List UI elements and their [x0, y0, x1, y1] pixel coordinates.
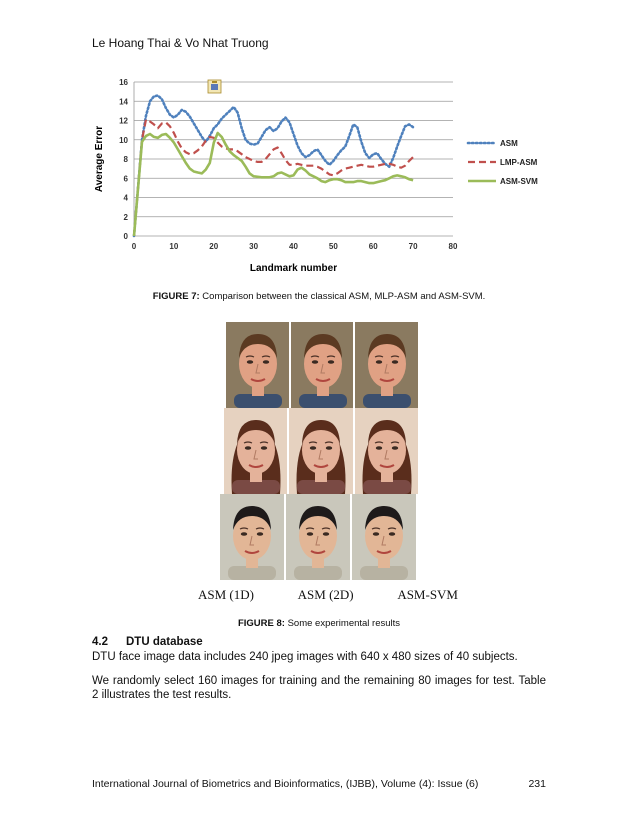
legend-label: ASM-SVM — [500, 177, 538, 186]
legend-label: ASM — [500, 139, 518, 148]
chart-legend: ASM LMP-ASM ASM-SVM — [466, 139, 538, 186]
running-header: Le Hoang Thai & Vo Nhat Truong — [92, 36, 269, 50]
face-photo — [226, 322, 289, 408]
face-photo — [286, 494, 350, 580]
y-tick-label: 2 — [124, 213, 129, 222]
figure-8-caption-text: Some experimental results — [284, 618, 401, 629]
y-tick-label: 10 — [119, 136, 128, 145]
x-axis-label: Landmark number — [250, 263, 337, 274]
y-tick-label: 4 — [124, 194, 129, 203]
figure-8-column-labels: ASM (1D) ASM (2D) ASM-SVM — [198, 587, 458, 603]
y-tick-label: 8 — [124, 155, 129, 164]
y-tick-label: 6 — [124, 174, 129, 183]
paragraph-dtu-description: DTU face image data includes 240 jpeg im… — [92, 651, 518, 663]
x-tick-label: 20 — [209, 242, 218, 251]
y-tick-label: 12 — [119, 117, 128, 126]
y-tick-label: 0 — [124, 232, 129, 241]
face-photo — [290, 322, 354, 408]
page-number: 231 — [528, 778, 546, 790]
face-row-1 — [226, 322, 420, 408]
face-row-3 — [220, 494, 420, 580]
x-axis-ticks: 0 10 20 30 40 50 60 70 80 — [132, 242, 458, 251]
x-tick-label: 70 — [409, 242, 418, 251]
journal-citation: International Journal of Biometrics and … — [92, 778, 479, 790]
face-photo — [220, 494, 284, 580]
page-footer: International Journal of Biometrics and … — [92, 778, 546, 790]
chart-gridlines — [133, 81, 453, 237]
face-row-2 — [224, 408, 420, 494]
section-heading: 4.2 DTU database — [92, 636, 203, 648]
y-axis-label: Average Error — [94, 126, 105, 192]
face-photo — [354, 408, 418, 494]
section-number: 4.2 — [92, 636, 108, 648]
series-line-asm-svm — [132, 131, 414, 237]
series-line-asm — [132, 94, 415, 238]
x-tick-label: 10 — [169, 242, 178, 251]
legend-label: LMP-ASM — [500, 158, 538, 167]
face-photo — [355, 322, 419, 408]
x-tick-label: 50 — [329, 242, 338, 251]
x-tick-label: 30 — [249, 242, 258, 251]
x-tick-label: 0 — [132, 242, 137, 251]
figure-7-caption-text: Comparison between the classical ASM, ML… — [199, 291, 486, 302]
x-tick-label: 60 — [369, 242, 378, 251]
series-line-lmp-asm — [132, 118, 414, 237]
face-photo — [224, 408, 288, 494]
figure-8-caption: FIGURE 8: Some experimental results — [0, 618, 638, 629]
figure-7-caption: FIGURE 7: Comparison between the classic… — [0, 291, 638, 302]
x-tick-label: 40 — [289, 242, 298, 251]
y-axis-ticks: 0 2 4 6 8 10 12 14 16 — [119, 78, 128, 241]
figure-8-caption-label: FIGURE 8: — [237, 618, 285, 629]
column-label-asm-svm: ASM-SVM — [397, 587, 458, 602]
chart-series-lines — [132, 94, 415, 238]
y-tick-label: 16 — [119, 78, 128, 87]
y-tick-label: 14 — [119, 97, 128, 106]
column-label-asm-1d: ASM (1D) — [198, 587, 254, 602]
face-photo — [289, 408, 353, 494]
paragraph-training-split: We randomly select 160 images for traini… — [92, 675, 546, 701]
column-label-asm-2d: ASM (2D) — [297, 587, 354, 602]
figure-7-caption-label: FIGURE 7: — [152, 291, 200, 302]
x-tick-label: 80 — [449, 242, 458, 251]
figure-8-face-grid — [220, 322, 420, 580]
clipboard-icon — [207, 79, 222, 94]
face-photo — [352, 494, 416, 580]
section-title: DTU database — [126, 636, 203, 648]
average-error-line-chart: 0 2 4 6 8 10 12 14 16 0 10 20 30 40 50 60 70 80 ASM LMP-A… — [94, 78, 538, 274]
